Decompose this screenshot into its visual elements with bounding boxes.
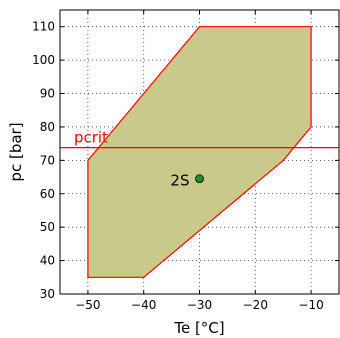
y-tick-label: 50 (40, 220, 55, 234)
reference-line-layer: pcrit (60, 129, 339, 149)
y-axis-label: pc [bar] (7, 122, 25, 181)
y-tick-label: 90 (40, 87, 55, 101)
point-label: 2S (170, 172, 189, 190)
ticks-layer: −50 −40 −30 −20 −10 30 40 50 60 70 80 90 100 110 (32, 10, 339, 312)
y-tick-label: 40 (40, 254, 55, 268)
points-layer: 2S (170, 172, 204, 190)
y-tick-label: 100 (32, 53, 55, 67)
x-tick-label: −50 (75, 298, 100, 312)
x-axis-label: Te [°C] (173, 319, 224, 337)
x-tick-label: −10 (298, 298, 323, 312)
y-tick-label: 60 (40, 187, 55, 201)
operating-envelope-area (87, 26, 312, 278)
y-tick-label: 110 (32, 20, 55, 34)
pcrit-label: pcrit (74, 129, 108, 147)
y-tick-label: 80 (40, 120, 55, 134)
y-tick-label: 70 (40, 153, 55, 167)
x-tick-label: −30 (187, 298, 212, 312)
y-tick-label: 30 (40, 287, 55, 301)
envelope-layer (87, 26, 312, 278)
x-tick-label: −40 (131, 298, 156, 312)
point-marker (195, 174, 204, 184)
x-tick-label: −20 (243, 298, 268, 312)
